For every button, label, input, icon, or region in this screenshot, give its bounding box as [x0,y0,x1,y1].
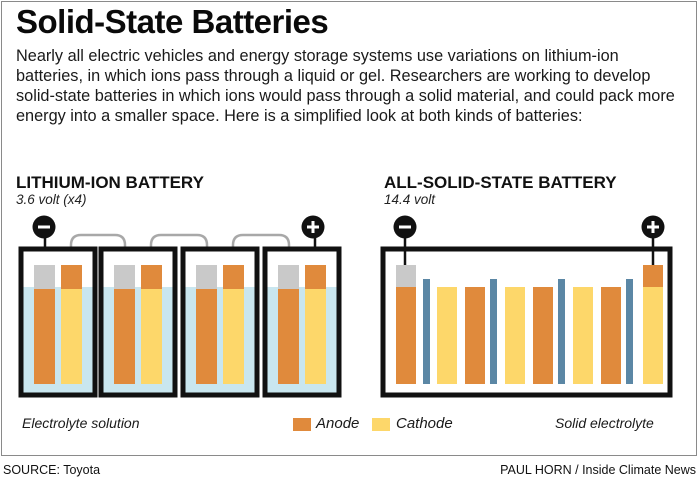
li-cell-2-electrolyte [101,287,175,395]
ss-anode [465,287,485,384]
ss-cathode-cap [643,265,663,287]
connector-wire [149,233,209,267]
graphic-frame [1,1,697,456]
li-cell-3-cathode-cap [223,265,244,289]
li-cell-1-anode-cap [34,265,55,289]
li-cell-4-anode-cap [278,265,299,289]
li-cell-1-anode [34,289,55,384]
source-credit: SOURCE: Toyota [3,463,101,477]
li-cell-3-cathode [223,289,244,384]
li-cell-4-cathode-cap [305,265,326,289]
page-title: Solid-State Batteries [16,3,329,40]
ss-interior [383,249,670,395]
li-cell-3-anode [196,289,217,384]
ss-cathode [573,287,593,384]
ss-case [380,246,673,398]
author-credit: PAUL HORN / Inside Climate News [500,463,696,477]
ss-anode-cap [396,265,416,287]
ss-cathode [437,287,457,384]
connector-wire [69,233,127,267]
li-cell-4-electrolyte [265,287,339,395]
solid-state-heading: ALL-SOLID-STATE BATTERY [384,173,617,192]
connector-wire [231,233,291,267]
li-cell-1-electrolyte [21,287,95,395]
ss-solid-electrolyte-layer [626,279,633,384]
li-cell-1-cathode [61,289,82,384]
ss-cathode [505,287,525,384]
li-cell-2-cathode-cap [141,265,162,289]
li-cell-1-case [18,246,98,398]
li-cell-2-anode [114,289,135,384]
li-cell-1-cathode-cap [61,265,82,289]
ss-anode [396,287,416,384]
intro-paragraph: Nearly all electric vehicles and energy … [16,47,675,125]
solid-electrolyte-label: Solid electrolyte [555,415,654,431]
lithium-ion-heading: LITHIUM-ION BATTERY [16,173,204,192]
li-cell-3-case [180,246,260,398]
ss-solid-electrolyte-layer [558,279,565,384]
solid-state-voltage: 14.4 volt [384,192,436,207]
li-cell-2-case [98,246,178,398]
li-cell-2-anode-cap [114,265,135,289]
ss-cathode [643,287,663,384]
electrolyte-solution-label: Electrolyte solution [22,415,140,431]
lithium-ion-voltage: 3.6 volt (x4) [16,192,87,207]
li-cell-4-anode [278,289,299,384]
ss-solid-electrolyte-layer [490,279,497,384]
ss-anode [601,287,621,384]
anode-legend-label: Anode [316,415,360,432]
ss-solid-electrolyte-layer [423,279,430,384]
cathode-legend-label: Cathode [396,415,453,432]
cathode-legend-swatch [372,418,390,431]
li-cell-3-anode-cap [196,265,217,289]
anode-legend-swatch [293,418,311,431]
li-cell-4-cathode [305,289,326,384]
li-cell-4-case [262,246,342,398]
ss-anode [533,287,553,384]
li-cell-3-electrolyte [183,287,257,395]
li-cell-2-cathode [141,289,162,384]
